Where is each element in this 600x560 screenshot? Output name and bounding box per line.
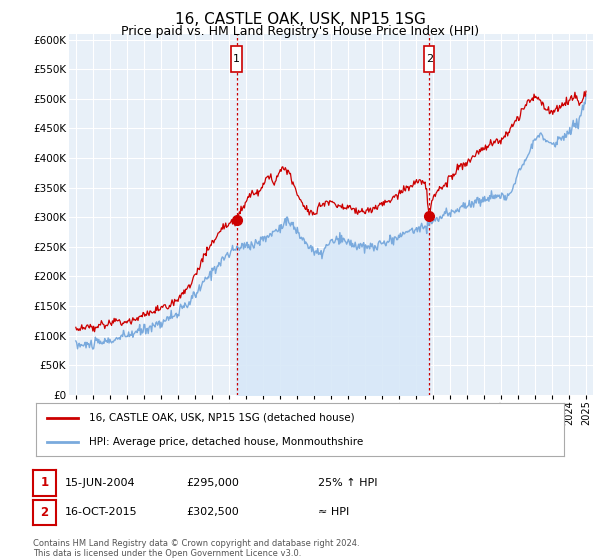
Text: 16-OCT-2015: 16-OCT-2015 xyxy=(65,507,137,517)
FancyBboxPatch shape xyxy=(232,46,242,72)
Text: 2: 2 xyxy=(426,54,433,64)
Text: £295,000: £295,000 xyxy=(186,478,239,488)
Text: 16, CASTLE OAK, USK, NP15 1SG (detached house): 16, CASTLE OAK, USK, NP15 1SG (detached … xyxy=(89,413,355,423)
Text: 25% ↑ HPI: 25% ↑ HPI xyxy=(318,478,377,488)
Text: 2: 2 xyxy=(40,506,49,519)
Text: 1: 1 xyxy=(40,476,49,489)
Text: Contains HM Land Registry data © Crown copyright and database right 2024.
This d: Contains HM Land Registry data © Crown c… xyxy=(33,539,359,558)
Text: Price paid vs. HM Land Registry's House Price Index (HPI): Price paid vs. HM Land Registry's House … xyxy=(121,25,479,38)
Text: ≈ HPI: ≈ HPI xyxy=(318,507,349,517)
Text: 15-JUN-2004: 15-JUN-2004 xyxy=(65,478,136,488)
Text: HPI: Average price, detached house, Monmouthshire: HPI: Average price, detached house, Monm… xyxy=(89,437,363,447)
Text: 16, CASTLE OAK, USK, NP15 1SG: 16, CASTLE OAK, USK, NP15 1SG xyxy=(175,12,425,27)
Text: £302,500: £302,500 xyxy=(186,507,239,517)
Text: 1: 1 xyxy=(233,54,240,64)
FancyBboxPatch shape xyxy=(424,46,434,72)
